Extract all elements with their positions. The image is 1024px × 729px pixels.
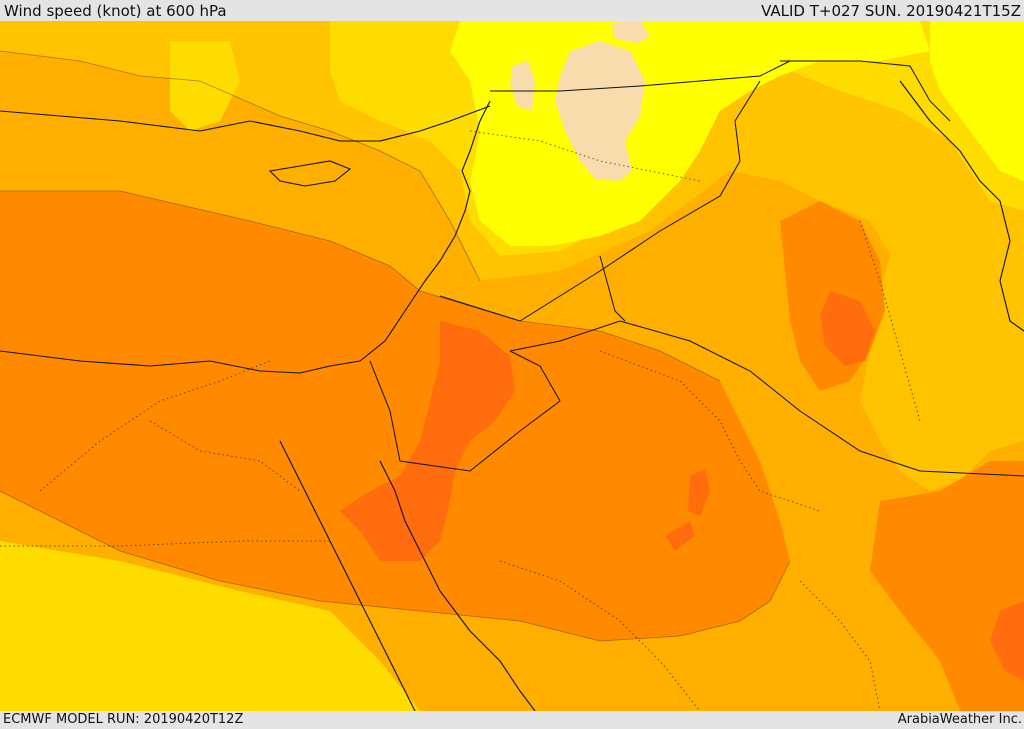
contour-line-1	[0, 190, 721, 382]
model-run-label: ECMWF MODEL RUN: 20190420T12Z	[3, 712, 244, 727]
border-6	[780, 60, 951, 122]
coastline-red-sea-west	[279, 440, 416, 711]
border-3	[509, 320, 1024, 477]
footer-bar: ECMWF MODEL RUN: 20190420T12Z ArabiaWeat…	[0, 711, 1024, 729]
border-2	[439, 80, 761, 322]
wind-band-max-se	[990, 601, 1024, 681]
coastline-gulf	[899, 80, 1024, 332]
credit-label: ArabiaWeather Inc.	[897, 712, 1022, 727]
admin-line-6	[859, 220, 921, 422]
border-5	[599, 255, 626, 322]
border-4	[369, 350, 561, 472]
wind-band-yellow-ne-strip	[170, 41, 240, 131]
coastline-cyprus	[268, 160, 352, 187]
wind-band-bright-ne	[930, 21, 1024, 181]
contour-line-2	[0, 490, 791, 642]
coastline-red-sea-east	[379, 460, 536, 711]
wind-band-max-streak-2	[665, 521, 695, 551]
wind-band-orange	[0, 191, 790, 641]
wind-band-max	[340, 321, 515, 561]
wind-speed-map[interactable]	[0, 21, 1024, 711]
wind-core-calm-3	[612, 21, 650, 43]
wind-band-max-streak	[688, 469, 710, 516]
wind-band-max-east	[820, 291, 875, 366]
valid-time-label: VALID T+027 SUN. 20190421T15Z	[761, 2, 1021, 20]
wind-core-calm	[555, 41, 645, 181]
admin-line-7	[149, 420, 301, 492]
coastline-turkey-south	[0, 105, 491, 142]
contour-line-3	[0, 50, 481, 282]
wind-band-east-light	[860, 221, 1024, 491]
wind-band-yellow-se	[0, 541, 420, 711]
admin-line-8	[799, 580, 881, 711]
wind-core-calm-2	[510, 61, 535, 111]
map-title: Wind speed (knot) at 600 hPa	[4, 2, 227, 20]
admin-line-1	[0, 540, 330, 547]
wind-band-orange-se	[870, 461, 1024, 711]
coastline-mediterranean	[0, 100, 491, 374]
admin-line-3	[499, 560, 701, 711]
border-1	[490, 60, 791, 92]
header-bar: Wind speed (knot) at 600 hPa VALID T+027…	[0, 0, 1024, 21]
